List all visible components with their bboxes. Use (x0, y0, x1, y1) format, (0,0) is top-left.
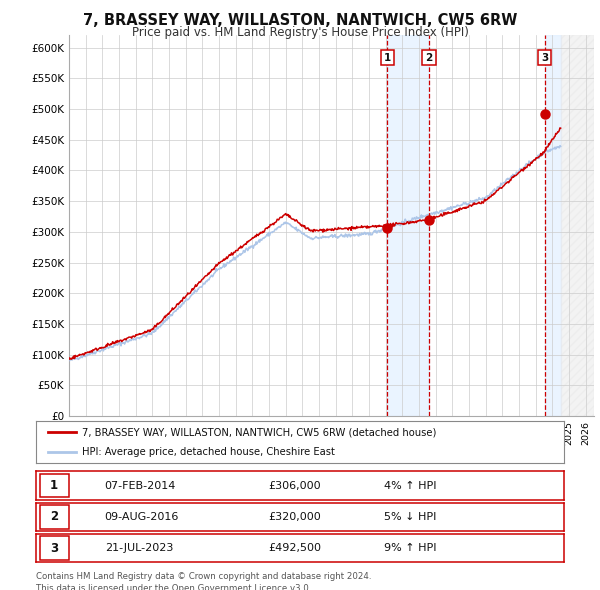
Bar (560, 35, 594, 416)
Text: 7, BRASSEY WAY, WILLASTON, NANTWICH, CW5 6RW: 7, BRASSEY WAY, WILLASTON, NANTWICH, CW5… (83, 13, 517, 28)
FancyBboxPatch shape (40, 505, 69, 529)
Text: 09-AUG-2016: 09-AUG-2016 (104, 512, 179, 522)
Text: 07-FEB-2014: 07-FEB-2014 (104, 481, 176, 490)
Text: 7, BRASSEY WAY, WILLASTON, NANTWICH, CW5 6RW (detached house): 7, BRASSEY WAY, WILLASTON, NANTWICH, CW5… (82, 427, 437, 437)
Text: 5% ↓ HPI: 5% ↓ HPI (385, 512, 437, 522)
FancyBboxPatch shape (40, 536, 69, 560)
Text: Contains HM Land Registry data © Crown copyright and database right 2024.
This d: Contains HM Land Registry data © Crown c… (36, 572, 371, 590)
Text: £492,500: £492,500 (268, 543, 322, 553)
Text: HPI: Average price, detached house, Cheshire East: HPI: Average price, detached house, Ches… (82, 447, 335, 457)
Text: 3: 3 (50, 542, 58, 555)
Text: 3: 3 (541, 53, 548, 63)
Text: 1: 1 (384, 53, 391, 63)
Text: 9% ↑ HPI: 9% ↑ HPI (385, 543, 437, 553)
Bar (388, 35, 429, 416)
Text: Price paid vs. HM Land Registry's House Price Index (HPI): Price paid vs. HM Land Registry's House … (131, 26, 469, 39)
Text: £320,000: £320,000 (268, 512, 321, 522)
Text: 1: 1 (50, 479, 58, 492)
Text: 2: 2 (425, 53, 433, 63)
Text: 21-JUL-2023: 21-JUL-2023 (104, 543, 173, 553)
Text: £306,000: £306,000 (268, 481, 321, 490)
Bar (545, 35, 560, 416)
Text: 4% ↑ HPI: 4% ↑ HPI (385, 481, 437, 490)
Text: 2: 2 (50, 510, 58, 523)
FancyBboxPatch shape (40, 474, 69, 497)
